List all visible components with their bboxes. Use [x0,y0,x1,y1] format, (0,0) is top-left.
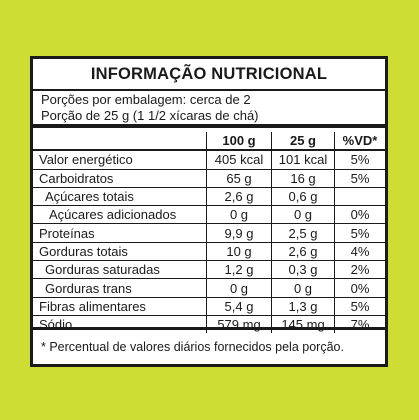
nutrient-name: Fibras alimentares [33,297,207,316]
value-per-100g: 0 g [206,278,272,298]
daily-value-percent: 2% [334,260,385,280]
daily-value-percent: 5% [334,150,385,170]
value-per-serving: 16 g [271,169,335,188]
daily-value-percent: 0% [334,205,385,225]
nutrient-name: Proteínas [33,223,207,243]
table-row: Açúcares totais 2,6 g 0,6 g [33,187,385,207]
nutrient-name: Açúcares adicionados [33,205,207,225]
daily-value-percent: 4% [334,242,385,262]
serving-size: Porção de 25 g (1 1/2 xícaras de chá) [41,108,259,123]
servings-per-package: Porções por embalagem: cerca de 2 [41,92,251,107]
table-row: Gorduras totais 10 g 2,6 g 4% [33,242,385,262]
table-row: Proteínas 9,9 g 2,5 g 5% [33,223,385,243]
value-per-serving: 2,6 g [271,242,335,262]
footnote: * Percentual de valores diários fornecid… [33,327,385,364]
value-per-serving: 0 g [271,278,335,298]
table-row: Valor energético 405 kcal 101 kcal 5% [33,150,385,170]
value-per-serving: 1,3 g [271,297,335,316]
serving-info: Porções por embalagem: cerca de 2 Porção… [33,91,385,128]
nutrient-name: Gorduras totais [33,242,207,262]
nutrition-facts-panel: INFORMAÇÃO NUTRICIONAL Porções por embal… [30,56,388,367]
daily-value-percent: 5% [334,223,385,243]
nutrition-title: INFORMAÇÃO NUTRICIONAL [33,59,385,91]
header-nutrient [33,132,207,152]
value-per-serving: 2,5 g [271,223,335,243]
nutrient-name: Açúcares totais [33,187,207,207]
value-per-100g: 65 g [206,169,272,188]
header-per-serving: 25 g [271,132,335,152]
value-per-100g: 5,4 g [206,297,272,316]
table-row: Fibras alimentares 5,4 g 1,3 g 5% [33,297,385,316]
daily-value-percent [334,187,385,207]
value-per-serving: 0,6 g [271,187,335,207]
header-daily-value: %VD* [334,132,385,152]
value-per-100g: 1,2 g [206,260,272,280]
value-per-100g: 10 g [206,242,272,262]
header-per-100g: 100 g [206,132,272,152]
table-row: Carboidratos 65 g 16 g 5% [33,169,385,188]
table-header-row: 100 g 25 g %VD* [33,132,385,152]
nutrient-name: Gorduras saturadas [33,260,207,280]
nutrient-name: Carboidratos [33,169,207,188]
value-per-100g: 405 kcal [206,150,272,170]
nutrient-name: Gorduras trans [33,278,207,298]
daily-value-percent: 0% [334,278,385,298]
nutrition-table: 100 g 25 g %VD* Valor energético 405 kcal… [33,132,385,334]
nutrient-name: Valor energético [33,150,207,170]
value-per-serving: 0 g [271,205,335,225]
value-per-100g: 2,6 g [206,187,272,207]
daily-value-percent: 5% [334,169,385,188]
value-per-100g: 0 g [206,205,272,225]
value-per-serving: 0,3 g [271,260,335,280]
table-row: Gorduras saturadas 1,2 g 0,3 g 2% [33,260,385,280]
value-per-100g: 9,9 g [206,223,272,243]
value-per-serving: 101 kcal [271,150,335,170]
daily-value-percent: 5% [334,297,385,316]
